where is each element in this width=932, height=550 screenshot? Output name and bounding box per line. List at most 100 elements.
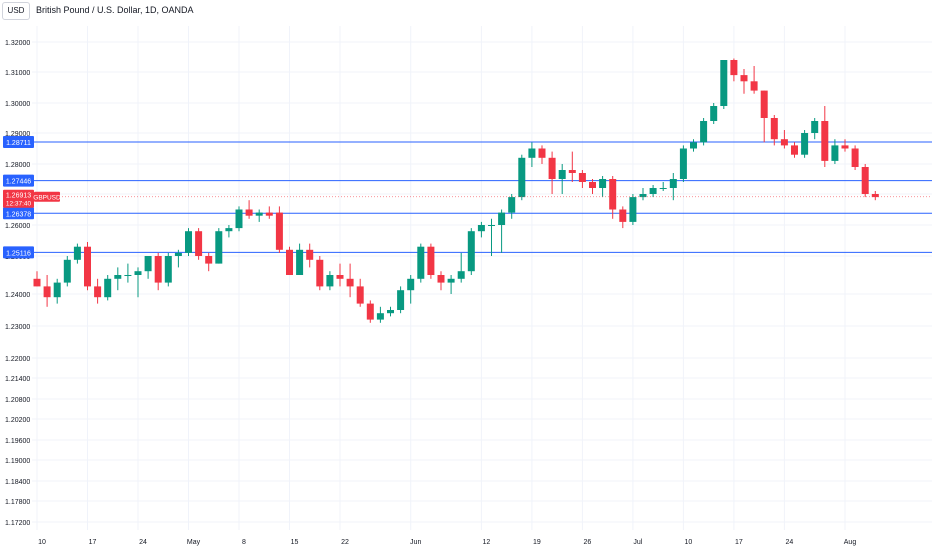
y-tick-label: 1.20200 xyxy=(5,417,30,424)
candle xyxy=(498,209,506,253)
candle xyxy=(346,263,354,298)
candle xyxy=(73,243,81,264)
symbol-label-box xyxy=(34,191,60,202)
candle xyxy=(649,185,657,198)
candle xyxy=(397,286,405,314)
x-tick-label: 12 xyxy=(483,539,491,546)
current-price-value: 1.26913 xyxy=(6,193,31,200)
candle xyxy=(619,206,627,229)
y-tick-label: 1.22000 xyxy=(5,356,30,363)
candle xyxy=(205,252,213,272)
candle-body xyxy=(558,170,566,179)
level-label-box xyxy=(3,174,34,187)
candle xyxy=(851,145,859,170)
candle-body xyxy=(750,81,758,91)
candle-body xyxy=(185,231,192,253)
candle xyxy=(770,115,778,146)
candle-body xyxy=(215,231,223,264)
candle xyxy=(94,278,102,304)
candle-body xyxy=(235,209,243,229)
x-tick-label: May xyxy=(187,539,201,546)
candle-body xyxy=(164,256,172,283)
candle xyxy=(730,58,738,82)
candle xyxy=(164,252,172,287)
candle-body xyxy=(508,197,516,213)
candle-body xyxy=(477,225,485,232)
candle-body xyxy=(326,275,334,287)
candle xyxy=(811,118,819,140)
candle-body xyxy=(447,278,455,283)
candle xyxy=(437,271,445,291)
x-tick-label: 26 xyxy=(584,539,592,546)
candle-body xyxy=(53,282,61,298)
candle-body xyxy=(457,271,465,279)
candle-body xyxy=(730,60,738,76)
candle xyxy=(417,243,425,283)
level-label-box xyxy=(3,246,34,259)
current-price-countdown: 12:37:40 xyxy=(6,201,32,208)
candle xyxy=(609,176,617,219)
candle-body xyxy=(245,209,253,216)
candle xyxy=(669,173,677,201)
candle-body xyxy=(821,121,829,161)
candle xyxy=(366,300,374,323)
candle xyxy=(538,145,546,164)
candle-body xyxy=(811,121,819,133)
x-tick-label: 17 xyxy=(89,539,97,546)
candle xyxy=(861,164,869,198)
chart-grid xyxy=(32,26,932,530)
candle-body xyxy=(578,173,586,182)
candle xyxy=(286,246,293,275)
candle-body xyxy=(397,290,405,310)
candle-body xyxy=(154,256,162,283)
x-tick-label: 17 xyxy=(735,539,743,546)
candle-body xyxy=(336,275,344,279)
candle-body xyxy=(871,194,879,198)
candle-body xyxy=(488,225,495,226)
candle-body xyxy=(144,256,152,272)
x-tick-label: Jun xyxy=(410,539,421,546)
candle xyxy=(710,103,718,124)
candle-body xyxy=(417,246,425,279)
candle xyxy=(336,263,344,287)
candle xyxy=(185,228,192,256)
candle xyxy=(457,252,465,283)
candle xyxy=(387,306,394,317)
candle xyxy=(356,278,364,307)
candle-body xyxy=(841,145,849,149)
currency-button[interactable]: USD xyxy=(2,2,30,20)
candle-body xyxy=(720,60,728,106)
candle-body xyxy=(114,275,122,279)
symbol-label: GBPUSD xyxy=(33,195,61,202)
candle-body xyxy=(174,252,182,256)
y-tick-label: 1.19600 xyxy=(5,438,30,445)
candle-body xyxy=(690,142,697,149)
candle xyxy=(275,206,283,253)
candle xyxy=(467,228,475,275)
candle-body xyxy=(629,197,637,222)
candle xyxy=(558,164,566,194)
candle-body xyxy=(780,139,788,146)
level-label: 1.28711 xyxy=(6,140,31,147)
level-label: 1.25116 xyxy=(6,250,31,257)
y-tick-label: 1.21400 xyxy=(5,376,30,383)
candle-body xyxy=(538,148,546,158)
x-tick-label: Jul xyxy=(633,539,642,546)
candle xyxy=(871,191,879,201)
candle xyxy=(265,206,273,219)
candle-body xyxy=(407,278,415,291)
candle-body xyxy=(437,275,445,283)
candle-body xyxy=(346,278,354,287)
x-tick-label: 24 xyxy=(786,539,794,546)
x-tick-label: 10 xyxy=(38,539,46,546)
candle-body xyxy=(33,278,41,287)
candle xyxy=(225,225,233,238)
candle xyxy=(568,151,576,182)
candle xyxy=(296,243,304,275)
candle xyxy=(235,206,243,232)
candle xyxy=(316,256,324,291)
candle-body xyxy=(286,249,293,275)
current-price-box xyxy=(3,189,34,208)
candle-body xyxy=(609,179,617,210)
